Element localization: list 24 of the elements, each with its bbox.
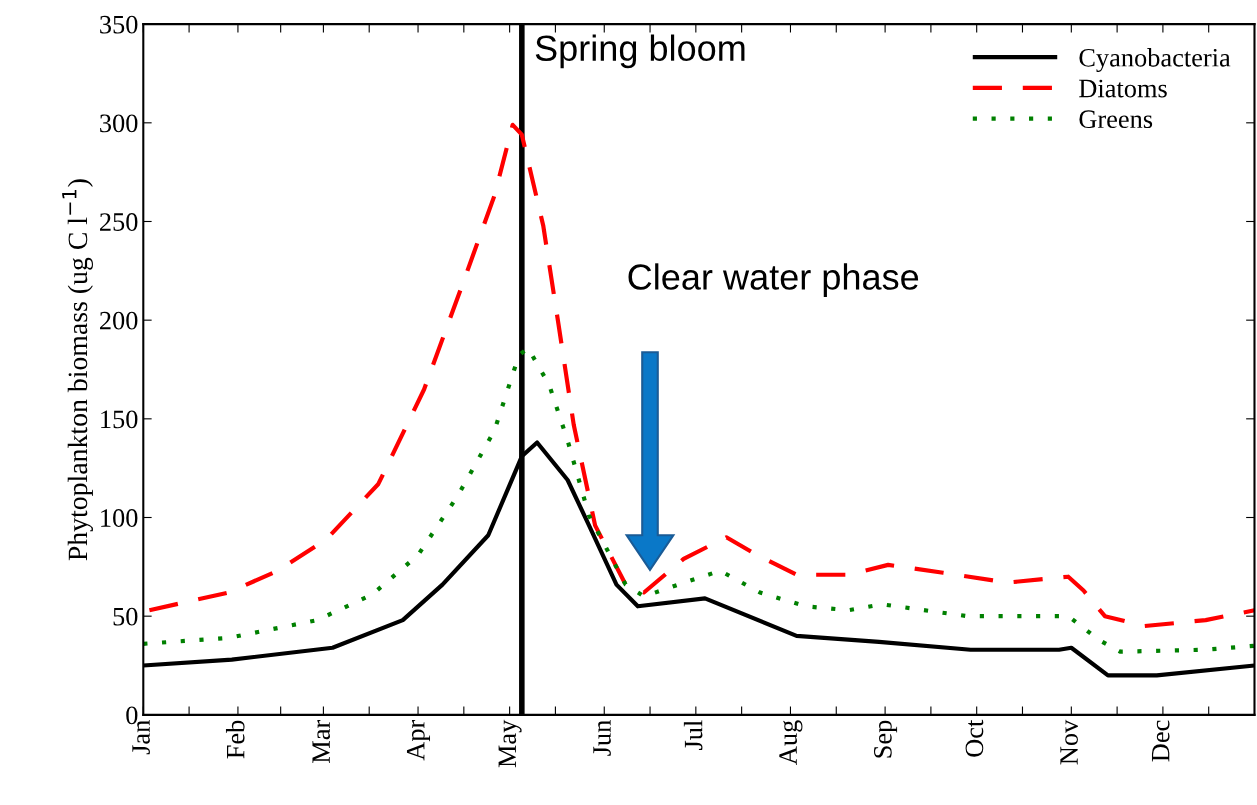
x-tick-label: Sep [873, 720, 898, 758]
annotation: Clear water phase [628, 263, 919, 297]
x-tick-label: Aug [779, 720, 803, 765]
x-tick-label: Nov [1060, 719, 1078, 765]
x-tick-label: Jul [683, 720, 703, 750]
legend-label: Greens [1079, 110, 1153, 129]
legend-label: Diatoms [1079, 79, 1167, 98]
y-tick-label: 350 [100, 15, 138, 34]
y-tick-label: 100 [101, 509, 138, 527]
x-tick-label: Oct [965, 719, 984, 757]
x-tick-label: Dec [1151, 720, 1170, 762]
x-tick-label: Jun [593, 720, 611, 756]
y-tick-label: 300 [100, 114, 138, 133]
x-tick-label: Mar [312, 719, 331, 763]
y-tick-label: 250 [100, 213, 138, 231]
legend-label: Cyanobacteria [1079, 48, 1231, 73]
ref-line-label: Spring bloom [535, 34, 745, 69]
x-tick-label: Feb [225, 720, 245, 759]
y-axis-title: Phytoplankton biomass (ug C l$^{−1}$) [62, 179, 93, 561]
y-tick-label: 50 [113, 607, 138, 626]
y-tick-label: 150 [101, 410, 138, 429]
x-tick-label: May [498, 719, 522, 768]
y-tick-label: 200 [100, 311, 138, 330]
x-tick-label: Apr [406, 719, 431, 761]
